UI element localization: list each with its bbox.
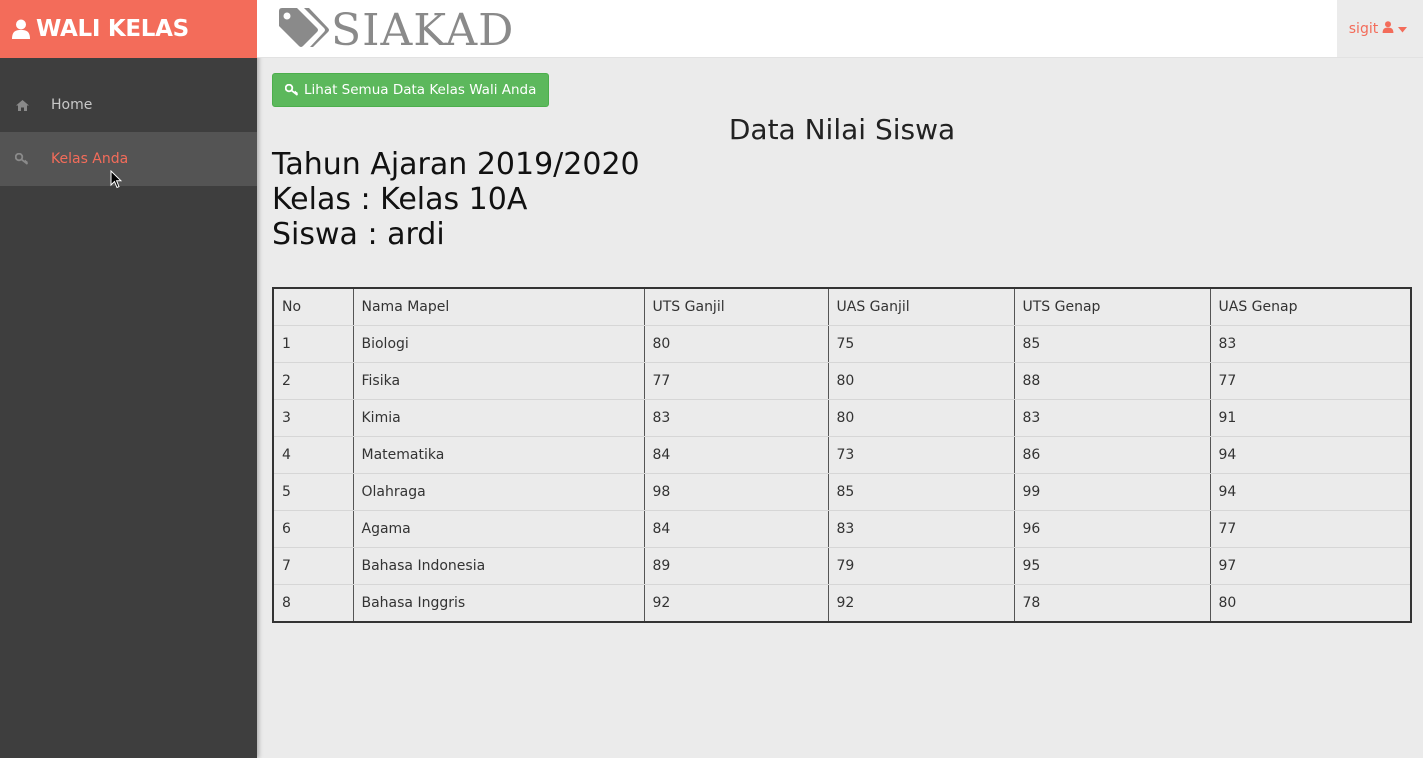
table-cell: 77 [643, 362, 828, 400]
table-cell: 1 [273, 325, 353, 363]
home-icon [15, 99, 29, 111]
table-cell: 83 [1013, 399, 1210, 437]
grades-table: No Nama Mapel UTS Ganjil UAS Ganjil UTS … [272, 287, 1412, 623]
user-icon [1382, 20, 1394, 37]
key-icon [285, 84, 299, 96]
table-cell: 84 [643, 436, 828, 474]
table-cell: Kimia [352, 399, 644, 437]
column-header: UTS Genap [1013, 288, 1210, 326]
student-name: Siswa : ardi [272, 217, 445, 252]
user-menu[interactable]: sigit [1337, 0, 1423, 57]
table-cell: 83 [1209, 325, 1411, 363]
column-header: UAS Ganjil [827, 288, 1014, 326]
table-cell: 77 [1209, 362, 1411, 400]
table-cell: Olahraga [352, 473, 644, 511]
sidebar-item-kelas-anda[interactable]: Kelas Anda [0, 132, 257, 186]
user-name: sigit [1348, 20, 1379, 37]
column-header: Nama Mapel [352, 288, 644, 326]
sidebar: WALI KELAS Home Kelas Anda [0, 0, 257, 758]
sidebar-nav: Home Kelas Anda [0, 78, 257, 186]
table-cell: Biologi [352, 325, 644, 363]
table-cell: Bahasa Indonesia [352, 547, 644, 585]
table-cell: 89 [643, 547, 828, 585]
table-row: 6 Agama 84 83 96 77 [273, 510, 1411, 548]
table-cell: 80 [827, 362, 1014, 400]
logo-text: SIAKAD [331, 5, 515, 56]
column-header: No [273, 288, 353, 326]
table-cell: 78 [1013, 584, 1210, 622]
table-cell: 80 [827, 399, 1014, 437]
table-cell: 99 [1013, 473, 1210, 511]
tag-icon [277, 7, 329, 55]
sidebar-item-label: Home [51, 97, 93, 113]
table-cell: 95 [1013, 547, 1210, 585]
student-info: Tahun Ajaran 2019/2020 Kelas : Kelas 10A… [272, 147, 1412, 252]
table-cell: 97 [1209, 547, 1411, 585]
sidebar-item-home[interactable]: Home [0, 78, 257, 132]
table-cell: 6 [273, 510, 353, 548]
table-cell: 83 [643, 399, 828, 437]
brand-title: WALI KELAS [36, 16, 189, 42]
caret-down-icon [1398, 21, 1408, 37]
table-cell: 2 [273, 362, 353, 400]
table-cell: 98 [643, 473, 828, 511]
top-bar: SIAKAD sigit [257, 0, 1423, 58]
mouse-cursor-icon [110, 169, 123, 193]
class-name: Kelas : Kelas 10A [272, 182, 528, 217]
table-cell: 92 [827, 584, 1014, 622]
table-header-row: No Nama Mapel UTS Ganjil UAS Ganjil UTS … [273, 288, 1411, 326]
table-cell: 94 [1209, 473, 1411, 511]
table-cell: 84 [643, 510, 828, 548]
table-row: 8 Bahasa Inggris 92 92 78 80 [273, 584, 1411, 622]
view-all-class-data-label: Lihat Semua Data Kelas Wali Anda [304, 82, 537, 98]
table-cell: Agama [352, 510, 644, 548]
sidebar-item-label: Kelas Anda [51, 151, 129, 167]
table-cell: Matematika [352, 436, 644, 474]
table-cell: 83 [827, 510, 1014, 548]
table-cell: 94 [1209, 436, 1411, 474]
table-cell: 92 [643, 584, 828, 622]
table-row: 3 Kimia 83 80 83 91 [273, 399, 1411, 437]
table-cell: 75 [827, 325, 1014, 363]
table-cell: 77 [1209, 510, 1411, 548]
main-content: Lihat Semua Data Kelas Wali Anda Data Ni… [272, 73, 1412, 623]
table-cell: 86 [1013, 436, 1210, 474]
table-cell: 8 [282, 595, 291, 611]
table-cell: 73 [827, 436, 1014, 474]
logo[interactable]: SIAKAD [277, 5, 514, 56]
table-cell: 88 [1013, 362, 1210, 400]
brand[interactable]: WALI KELAS [0, 0, 257, 58]
table-row: 1 Biologi 80 75 85 83 [273, 325, 1411, 363]
table-cell: Bahasa Inggris [352, 584, 644, 622]
view-all-class-data-button[interactable]: Lihat Semua Data Kelas Wali Anda [272, 73, 550, 107]
table-row: 2 Fisika 77 80 88 77 [273, 362, 1411, 400]
column-header: UTS Ganjil [643, 288, 828, 326]
table-row: 7 Bahasa Indonesia 89 79 95 97 [273, 547, 1411, 585]
table-cell: 91 [1209, 399, 1411, 437]
user-icon [12, 19, 30, 39]
key-icon [15, 153, 29, 165]
table-row: 5 Olahraga 98 85 99 94 [273, 473, 1411, 511]
table-cell: Fisika [352, 362, 644, 400]
table-cell: 80 [1209, 584, 1411, 622]
table-cell: 5 [273, 473, 353, 511]
table-cell: 7 [273, 547, 353, 585]
table-cell: 85 [827, 473, 1014, 511]
academic-year: Tahun Ajaran 2019/2020 [272, 147, 640, 182]
table-cell: 80 [643, 325, 828, 363]
table-cell: 96 [1013, 510, 1210, 548]
table-cell: 79 [827, 547, 1014, 585]
table-cell: 4 [273, 436, 353, 474]
table-cell: 3 [273, 399, 353, 437]
table-cell: 85 [1013, 325, 1210, 363]
column-header: UAS Genap [1209, 288, 1411, 326]
page-title: Data Nilai Siswa [728, 113, 956, 146]
table-row: 4 Matematika 84 73 86 94 [273, 436, 1411, 474]
